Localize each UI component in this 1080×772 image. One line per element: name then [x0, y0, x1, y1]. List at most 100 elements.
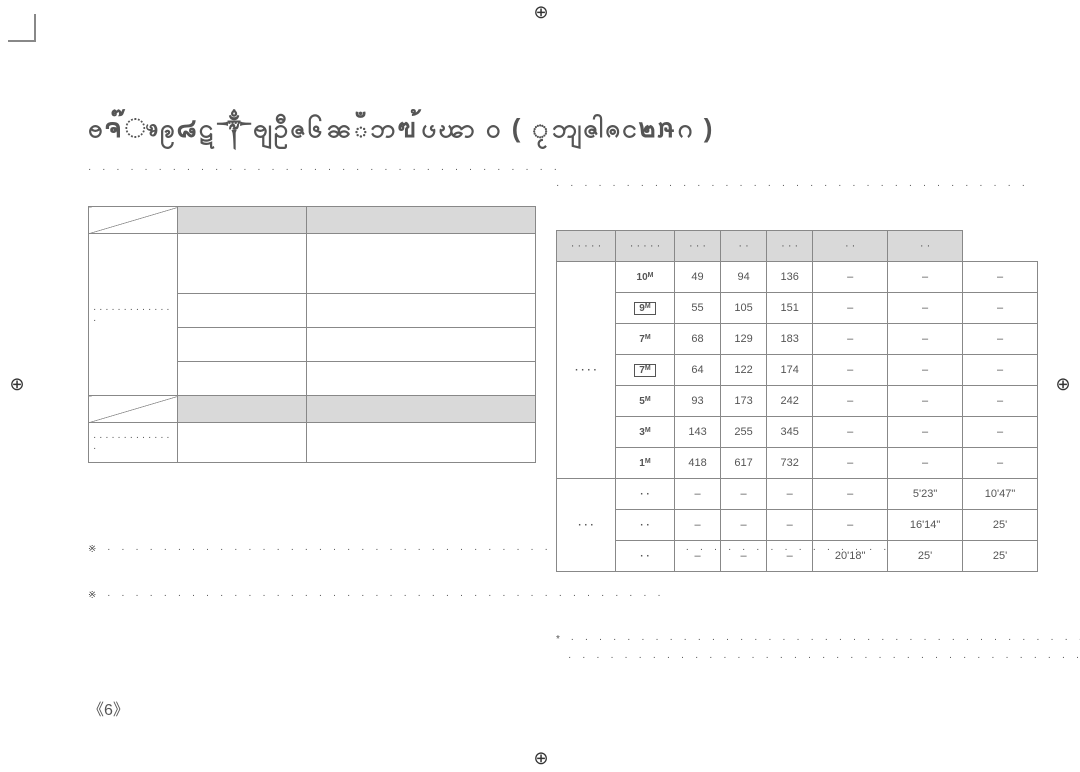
resolution-label: 1M	[616, 448, 675, 479]
data-cell: 105	[721, 293, 767, 324]
table-row: 1M418617732–––	[557, 448, 1038, 479]
data-cell: 732	[767, 448, 813, 479]
dotted-row-2: · · · · · · · · · · · · · · · · · · · · …	[556, 180, 1029, 191]
table-row: 3M143255345–––	[557, 417, 1038, 448]
data-cell: –	[813, 262, 888, 293]
left-table-c4	[307, 294, 536, 328]
data-cell: 136	[767, 262, 813, 293]
data-cell: 16'14"	[888, 510, 963, 541]
page-title: ႎຈ๊ෳဨ๘ဋ๭༒ႎျဦဇ၆๬ၼఀဘฃ๯้ၒၽာ ၀ ( ႂ๵ဘျဇါၐင๒ໞ໪…	[88, 100, 714, 173]
data-cell: 345	[767, 417, 813, 448]
data-cell: 418	[675, 448, 721, 479]
data-cell: –	[963, 386, 1038, 417]
data-cell: –	[888, 417, 963, 448]
main-th-3: · ·	[721, 231, 767, 262]
left-table-h3	[178, 396, 307, 423]
reg-mark-bottom: ⊕	[530, 748, 552, 770]
dotted-row-1: · · · · · · · · · · · · · · · · · · · · …	[88, 164, 561, 175]
table-row: · ·–––20'18"25'25'	[557, 541, 1038, 572]
data-cell: –	[813, 324, 888, 355]
left-table-c5	[178, 328, 307, 362]
left-table-c2	[307, 234, 536, 294]
data-cell: 94	[721, 262, 767, 293]
left-table-h1	[178, 207, 307, 234]
data-cell: –	[721, 541, 767, 572]
resolution-label: 7M	[616, 324, 675, 355]
left-table-c10	[307, 423, 536, 463]
data-cell: –	[813, 355, 888, 386]
resolution-group-label: · · · ·	[557, 262, 616, 479]
table-row: · · · ·10M4994136–––	[557, 262, 1038, 293]
page-number: 《6》	[88, 696, 129, 720]
left-table-rowlabel-1: · · · · · · · · · · · · · ·	[89, 234, 178, 396]
main-th-1: · · · · ·	[616, 231, 675, 262]
data-cell: –	[963, 448, 1038, 479]
data-cell: 143	[675, 417, 721, 448]
data-cell: –	[813, 479, 888, 510]
left-table: · · · · · · · · · · · · · · · · · · · · …	[88, 206, 536, 463]
data-cell: 25'	[963, 510, 1038, 541]
reg-mark-left: ⊕	[6, 374, 28, 396]
footer-label: · ·	[616, 541, 675, 572]
main-table-header: · · · · · · · · · · · · · · · · · · · · …	[557, 231, 1038, 262]
data-cell: –	[675, 510, 721, 541]
left-table-diag-1	[89, 207, 178, 234]
table-row: 7M64122174–––	[557, 355, 1038, 386]
data-cell: 173	[721, 386, 767, 417]
footer-label: · ·	[616, 479, 675, 510]
data-cell: –	[888, 324, 963, 355]
left-table-rowlabel-2: · · · · · · · · · · · · · ·	[89, 423, 178, 463]
data-cell: 64	[675, 355, 721, 386]
data-cell: –	[675, 541, 721, 572]
data-cell: –	[813, 293, 888, 324]
data-cell: –	[813, 386, 888, 417]
left-table-diag-2	[89, 396, 178, 423]
data-cell: 151	[767, 293, 813, 324]
data-cell: 122	[721, 355, 767, 386]
data-cell: –	[675, 479, 721, 510]
left-table-c8	[307, 362, 536, 396]
data-cell: –	[721, 479, 767, 510]
data-cell: –	[963, 417, 1038, 448]
data-cell: 93	[675, 386, 721, 417]
data-cell: –	[767, 479, 813, 510]
crop-tl-v	[34, 14, 36, 42]
data-cell: 174	[767, 355, 813, 386]
data-cell: –	[813, 510, 888, 541]
data-cell: 68	[675, 324, 721, 355]
left-table-c1	[178, 234, 307, 294]
table-row: 9M55105151–––	[557, 293, 1038, 324]
footnote: * · · · · · · · · · · · · · · · · · · · …	[556, 634, 1080, 645]
data-cell: –	[888, 355, 963, 386]
main-th-5: · ·	[813, 231, 888, 262]
data-cell: –	[813, 417, 888, 448]
main-th-6: · ·	[888, 231, 963, 262]
resolution-label: 9M	[616, 293, 675, 324]
footer-group-label: · · ·	[557, 479, 616, 572]
left-table-c7	[178, 362, 307, 396]
left-table-c3	[178, 294, 307, 328]
left-table-c9	[178, 423, 307, 463]
table-row: · · ·· ·––––5'23"10'47"	[557, 479, 1038, 510]
data-cell: 129	[721, 324, 767, 355]
data-cell: 5'23"	[888, 479, 963, 510]
data-cell: 242	[767, 386, 813, 417]
table-row: 5M93173242–––	[557, 386, 1038, 417]
data-cell: 255	[721, 417, 767, 448]
data-cell: 10'47"	[963, 479, 1038, 510]
data-cell: 617	[721, 448, 767, 479]
data-cell: 55	[675, 293, 721, 324]
resolution-label: 5M	[616, 386, 675, 417]
data-cell: –	[888, 293, 963, 324]
main-table-body: · · · ·10M4994136–––9M55105151–––7M68129…	[557, 262, 1038, 572]
main-th-2: · · ·	[675, 231, 721, 262]
data-cell: –	[813, 448, 888, 479]
data-cell: 183	[767, 324, 813, 355]
main-th-4: · · ·	[767, 231, 813, 262]
data-cell: 25'	[963, 541, 1038, 572]
data-cell: –	[963, 355, 1038, 386]
footer-label: · ·	[616, 510, 675, 541]
crop-tl-h	[8, 40, 36, 42]
resolution-label: 7M	[616, 355, 675, 386]
data-cell: 25'	[888, 541, 963, 572]
